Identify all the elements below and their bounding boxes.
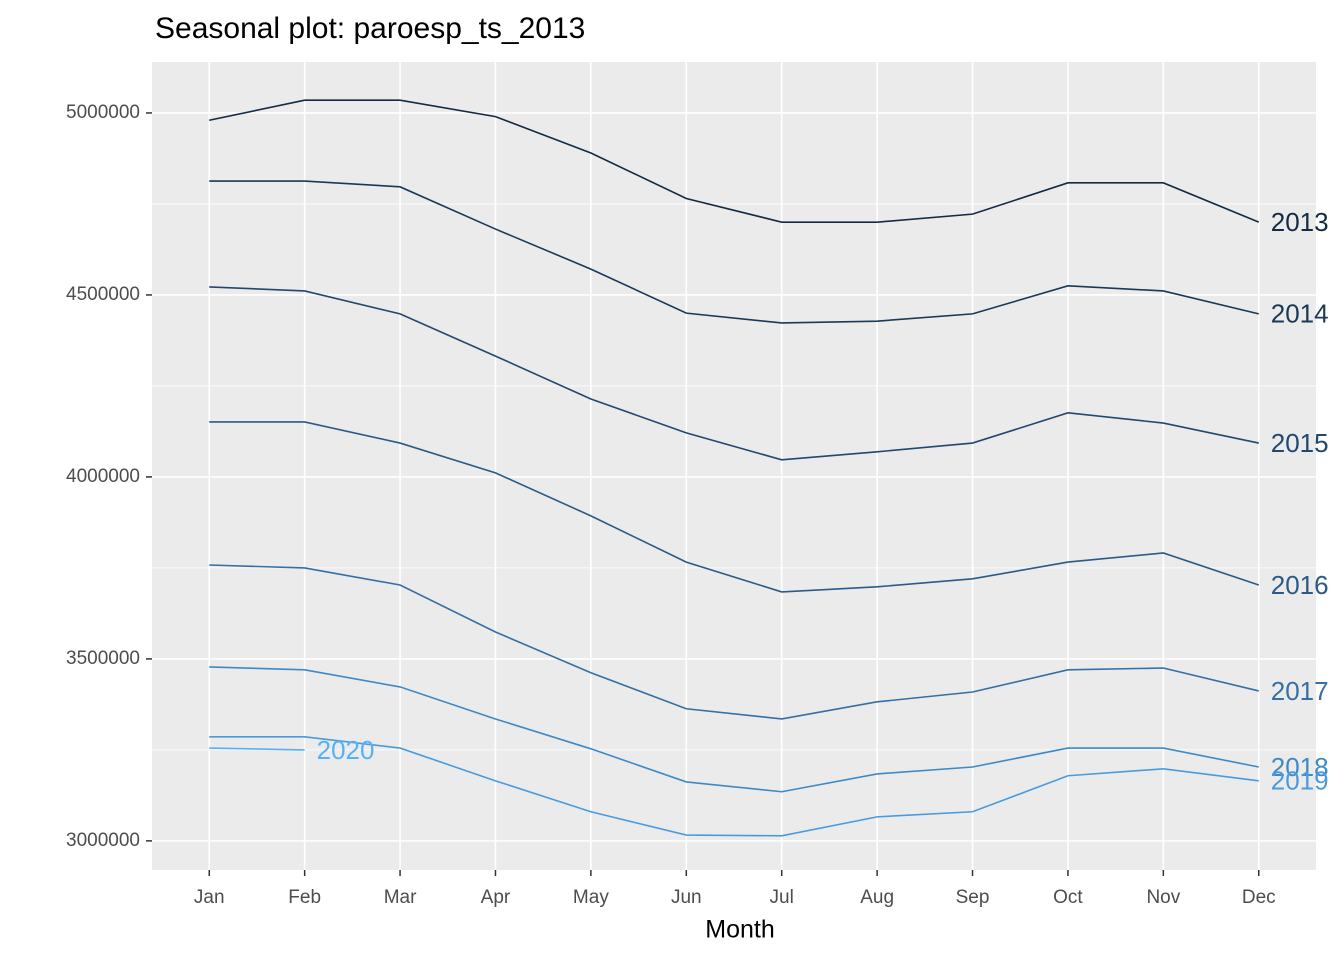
y-tick-label: 3000000 [66,830,140,851]
x-tick-label: Oct [1053,887,1083,908]
series-label: 2014 [1271,299,1329,329]
y-tick-label: 3500000 [66,648,140,669]
series-label: 2016 [1271,570,1329,600]
x-tick-label: Mar [384,887,417,908]
x-tick-label: Jul [770,887,794,908]
x-tick-label: Feb [288,887,321,908]
series-line [209,180,1259,324]
series-label: 2020 [317,735,375,765]
series-line [209,735,1259,837]
y-tick-label: 4500000 [66,284,140,305]
x-tick-label: Nov [1146,887,1180,908]
panel [152,62,1316,870]
series-label: 2013 [1271,207,1329,237]
series-line [209,747,305,751]
series-label: 2019 [1271,766,1329,796]
x-axis-label: Month [705,916,774,944]
series-label: 2018 [1271,752,1329,782]
x-tick-label: Jun [671,887,702,908]
series-line [209,666,1259,793]
series-line [209,286,1259,461]
y-tick-label: 5000000 [66,102,140,123]
series-line [209,99,1260,223]
series-label: 2017 [1271,676,1329,706]
x-tick-label: Apr [481,887,511,908]
series-line [209,421,1260,593]
x-tick-label: Aug [860,887,894,908]
x-tick-label: May [573,887,609,908]
series-label: 2015 [1271,428,1329,458]
y-tick-label: 4000000 [66,466,140,487]
x-tick-label: Jan [194,887,225,908]
x-tick-label: Dec [1242,887,1276,908]
series-line [209,564,1259,720]
x-tick-label: Sep [956,887,990,908]
chart-title: Seasonal plot: paroesp_ts_2013 [155,12,585,45]
